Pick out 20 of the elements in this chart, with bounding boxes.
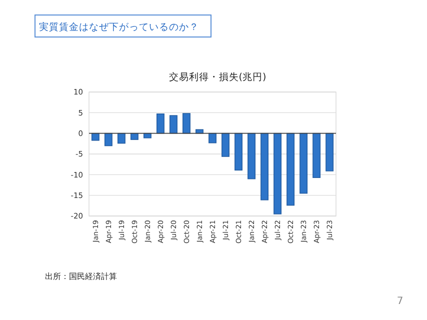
bar [326,132,334,172]
text: 実質賃金はなぜ下がっているのか？ [39,21,199,33]
bar [170,115,178,134]
text: 7 [396,296,404,307]
bar [182,113,190,134]
bar [234,132,242,171]
bar [117,132,126,144]
text: 出所：国民経済計算 [45,272,117,281]
bar [286,132,295,206]
bar [248,132,256,180]
bar [312,132,321,178]
bar [274,132,282,214]
bar [300,132,308,194]
bar [156,114,164,134]
bar [260,132,269,200]
bar [104,132,112,146]
bar [222,132,230,157]
chart-title: 交易利得・損失(兆円) [168,71,266,83]
bar [91,132,100,141]
bar [196,129,204,134]
